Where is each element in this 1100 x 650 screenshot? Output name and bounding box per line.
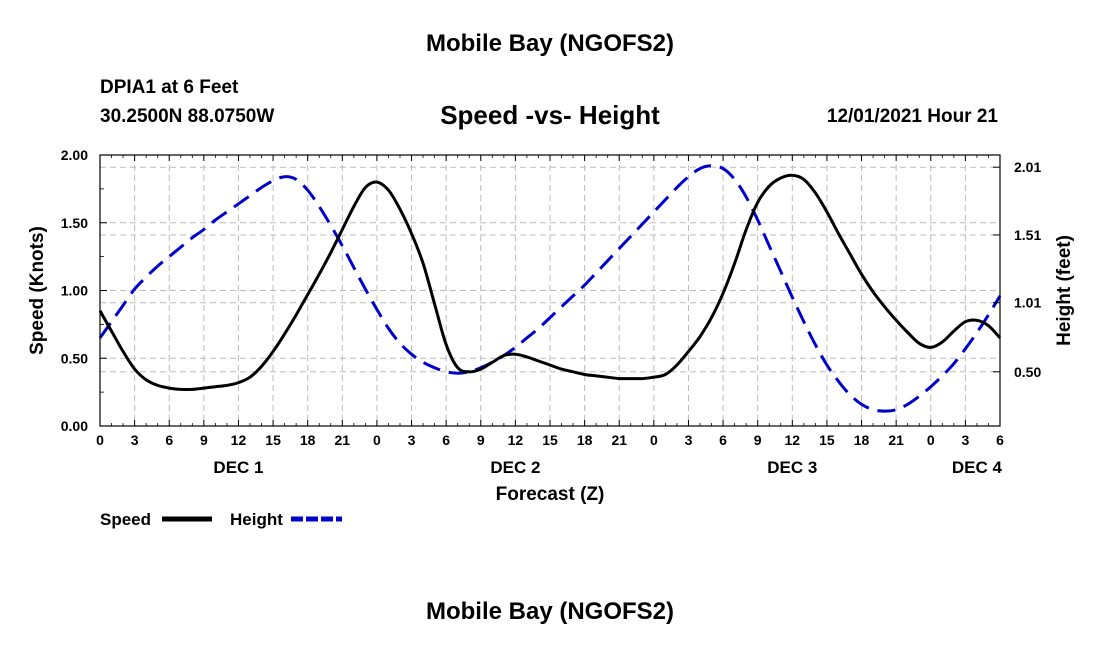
x-tick-label: 12 — [508, 432, 524, 448]
x-tick-label: 18 — [854, 432, 870, 448]
y-axis-right-label: Height (feet) — [1054, 235, 1075, 346]
x-tick-label: 12 — [231, 432, 247, 448]
day-label: DEC 3 — [767, 458, 817, 477]
station-label: DPIA1 at 6 Feet — [100, 77, 239, 98]
x-axis-label: Forecast (Z) — [496, 484, 605, 505]
x-tick-label: 3 — [131, 432, 139, 448]
x-tick-label: 9 — [754, 432, 762, 448]
y-axis-left-label: Speed (Knots) — [27, 226, 48, 355]
grid-lines — [100, 155, 1000, 426]
x-tick-label: 21 — [335, 432, 351, 448]
y-left-tick-label: 1.50 — [61, 215, 88, 231]
y-right-tick-label: 1.01 — [1014, 295, 1041, 311]
day-label: DEC 2 — [490, 458, 540, 477]
axes: 0 3 6 9 12 15 18 21 0 3 6 9 12 15 18 21 0 3 6 9 12 15 18 21 0 3 6 0… — [61, 147, 1042, 477]
x-tick-label: 9 — [200, 432, 208, 448]
x-tick-label: 18 — [300, 432, 316, 448]
x-tick-label: 6 — [719, 432, 727, 448]
x-tick-label: 15 — [542, 432, 558, 448]
x-tick-label: 6 — [165, 432, 173, 448]
height-series — [98, 164, 1002, 413]
y-right-tick-label: 0.50 — [1014, 364, 1041, 380]
legend-speed-label: Speed — [100, 510, 151, 529]
height-line — [98, 164, 1002, 413]
y-right-tick-label: 2.01 — [1014, 159, 1041, 175]
x-tick-label: 12 — [785, 432, 801, 448]
x-tick-label: 15 — [265, 432, 281, 448]
x-tick-label: 0 — [96, 432, 104, 448]
x-tick-label: 15 — [819, 432, 835, 448]
y-left-tick-label: 1.00 — [61, 283, 88, 299]
chart-title: Speed -vs- Height — [440, 100, 660, 130]
x-tick-label: 6 — [442, 432, 450, 448]
x-tick-label: 0 — [927, 432, 935, 448]
day-label: DEC 4 — [952, 458, 1003, 477]
speed-series — [98, 173, 1002, 392]
forecast-datetime: 12/01/2021 Hour 21 — [826, 106, 998, 127]
x-tick-label: 21 — [888, 432, 904, 448]
y-left-tick-label: 0.50 — [61, 350, 88, 366]
x-tick-label: 3 — [408, 432, 416, 448]
y-left-tick-label: 2.00 — [61, 147, 88, 163]
day-label: DEC 1 — [213, 458, 263, 477]
x-tick-label: 21 — [611, 432, 627, 448]
footer-title: Mobile Bay (NGOFS2) — [425, 598, 675, 625]
x-tick-label: 3 — [961, 432, 969, 448]
legend-height-label: Height — [230, 510, 283, 529]
x-tick-label: 0 — [650, 432, 658, 448]
y-left-tick-label: 0.00 — [61, 418, 88, 434]
y-right-tick-label: 1.51 — [1014, 227, 1041, 243]
x-tick-label: 3 — [685, 432, 693, 448]
x-tick-label: 6 — [996, 432, 1004, 448]
x-tick-label: 0 — [373, 432, 381, 448]
page-title: Mobile Bay (NGOFS2) — [425, 30, 675, 57]
legend: Speed Height — [100, 510, 342, 529]
x-tick-label: 9 — [477, 432, 485, 448]
x-tick-label: 18 — [577, 432, 593, 448]
station-coordinates: 30.2500N 88.0750W — [100, 106, 275, 127]
speed-line — [98, 173, 1002, 392]
